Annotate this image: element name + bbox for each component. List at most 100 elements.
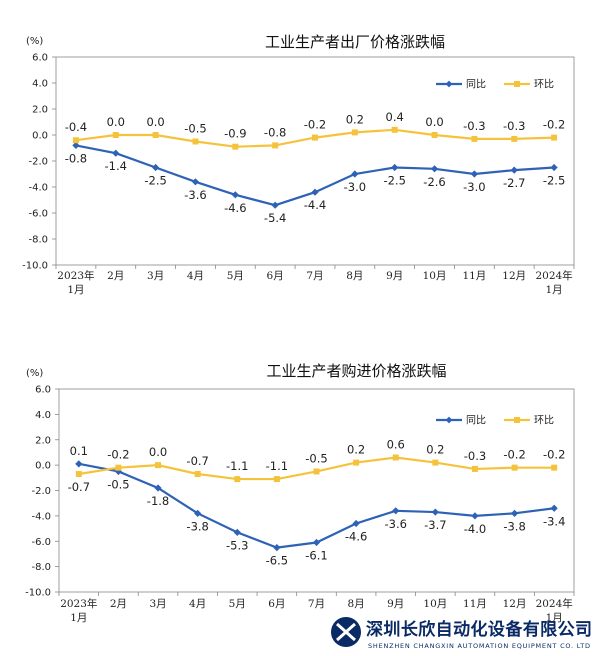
y-unit-label: (%) bbox=[26, 36, 43, 47]
legend: 同比 环比 bbox=[436, 415, 554, 427]
x-tick-label: 2月 bbox=[107, 270, 124, 282]
y-tick-label: 4.0 bbox=[35, 410, 51, 421]
data-label-yoy: -3.6 bbox=[184, 188, 206, 202]
data-label-mom: 0.0 bbox=[425, 115, 443, 129]
data-point-mom bbox=[471, 135, 478, 142]
x-tick-label: 12月 bbox=[502, 270, 526, 282]
data-point-yoy bbox=[391, 163, 399, 172]
data-point-yoy bbox=[550, 163, 558, 172]
data-label-mom: 0.2 bbox=[346, 112, 364, 126]
x-tick-label-line: 2023年 bbox=[57, 269, 94, 282]
x-tick-label-line: 3月 bbox=[147, 270, 164, 282]
data-point-mom bbox=[152, 132, 159, 138]
data-point-yoy bbox=[112, 149, 120, 157]
y-tick-label: -8.0 bbox=[31, 562, 51, 573]
y-tick-label: -2.0 bbox=[31, 486, 51, 497]
data-point-mom bbox=[551, 134, 558, 141]
y-tick-label: 2.0 bbox=[35, 435, 51, 446]
chart-2: 工业生产者购进价格涨跌幅 (%) 6.0 4.0 2.0 0.0 -2.0 -4.0 -6.0 -… bbox=[25, 362, 575, 624]
x-tick-label: 2024年 1月 bbox=[535, 269, 572, 296]
data-point-mom bbox=[155, 462, 162, 469]
data-point-mom bbox=[511, 135, 518, 142]
x-tick-label-line: 9月 bbox=[386, 270, 403, 282]
data-point-yoy bbox=[72, 141, 80, 149]
chart-title: 工业生产者购进价格涨跌幅 bbox=[266, 362, 446, 380]
y-tick-label: -4.0 bbox=[31, 511, 51, 522]
x-tick-label: 11月 bbox=[462, 270, 486, 282]
data-label-yoy: -6.1 bbox=[305, 549, 327, 563]
y-tick-label: 4.0 bbox=[32, 79, 48, 90]
x-tick-label: 3月 bbox=[147, 270, 164, 282]
x-tick-label: 4月 bbox=[187, 270, 204, 282]
x-tick-label-line: 2023年 bbox=[60, 597, 97, 610]
x-tick-label-line: 1月 bbox=[546, 612, 563, 624]
data-label-yoy: -6.5 bbox=[266, 554, 288, 568]
y-tick-label: 6.0 bbox=[32, 53, 48, 64]
x-tick-label-line: 4月 bbox=[189, 598, 206, 610]
data-label-yoy: -3.8 bbox=[503, 519, 525, 533]
x-tick-label-line: 11月 bbox=[463, 598, 487, 610]
x-tick-label: 6月 bbox=[268, 598, 285, 610]
x-tick-label-line: 11月 bbox=[462, 270, 486, 282]
data-point-yoy bbox=[271, 201, 279, 209]
data-label-yoy: -3.0 bbox=[344, 180, 366, 194]
company-name-cn: 深圳长欣自动化设备有限公司 bbox=[366, 619, 592, 640]
y-tick-label: 0.0 bbox=[32, 131, 48, 142]
data-point-yoy bbox=[311, 188, 319, 196]
data-point-mom bbox=[272, 142, 279, 149]
x-tick-label-line: 8月 bbox=[348, 598, 365, 610]
x-tick-label-line: 6月 bbox=[268, 598, 285, 610]
x-tick-label-line: 5月 bbox=[229, 598, 246, 610]
data-point-mom bbox=[112, 132, 119, 138]
x-tick-label-line: 1月 bbox=[545, 284, 562, 296]
data-point-mom bbox=[353, 459, 360, 466]
data-point-mom bbox=[194, 471, 201, 478]
x-tick-label-line: 2月 bbox=[107, 270, 124, 282]
x-tick-label: 9月 bbox=[386, 270, 403, 282]
data-label-yoy: -4.6 bbox=[224, 201, 246, 215]
x-tick-label-line: 2024年 bbox=[535, 269, 572, 282]
y-tick-label: -10.0 bbox=[25, 588, 51, 599]
plot-frame bbox=[55, 56, 575, 266]
data-label-mom: -0.3 bbox=[463, 119, 485, 133]
x-tick-label: 12月 bbox=[503, 598, 527, 610]
data-point-mom bbox=[432, 459, 439, 466]
data-label-mom: 0.0 bbox=[149, 445, 167, 459]
data-label-mom: 0.6 bbox=[387, 438, 405, 452]
data-point-yoy bbox=[470, 170, 478, 178]
data-label-yoy: -3.8 bbox=[186, 519, 208, 533]
data-point-yoy bbox=[352, 519, 360, 528]
legend-marker bbox=[514, 417, 520, 423]
data-label-mom: 0.2 bbox=[426, 443, 444, 457]
x-tick-label-line: 7月 bbox=[306, 270, 323, 282]
data-point-yoy bbox=[75, 460, 83, 468]
data-label-yoy: -3.6 bbox=[385, 517, 407, 531]
logo-swoosh-icon bbox=[336, 622, 356, 642]
x-tick-label: 3月 bbox=[149, 598, 166, 610]
data-label-yoy: 0.1 bbox=[70, 444, 88, 458]
data-point-mom bbox=[551, 464, 558, 471]
data-label-yoy: -4.6 bbox=[345, 529, 367, 543]
data-label-yoy: -3.4 bbox=[543, 514, 565, 528]
data-label-mom: 0.0 bbox=[146, 115, 164, 129]
y-tick-label: -10.0 bbox=[22, 261, 48, 272]
data-label-mom: -0.5 bbox=[184, 122, 206, 136]
data-point-mom bbox=[392, 454, 399, 461]
data-point-mom bbox=[72, 137, 79, 144]
data-label-mom: -1.1 bbox=[266, 459, 288, 473]
data-label-mom: -0.5 bbox=[305, 451, 327, 465]
data-label-yoy: -2.7 bbox=[503, 176, 525, 190]
x-tick-label-line: 8月 bbox=[346, 270, 363, 282]
data-point-yoy bbox=[431, 508, 439, 516]
data-label-mom: -0.2 bbox=[503, 448, 525, 462]
data-label-yoy: -2.5 bbox=[144, 174, 166, 188]
data-label-yoy: -3.0 bbox=[463, 180, 485, 194]
x-tick-label: 5月 bbox=[229, 598, 246, 610]
data-label-yoy: -5.4 bbox=[264, 211, 286, 225]
data-point-yoy bbox=[154, 484, 162, 492]
y-tick-label: -8.0 bbox=[28, 235, 48, 246]
data-point-mom bbox=[115, 464, 122, 471]
data-point-mom bbox=[232, 143, 239, 150]
data-label-yoy: -2.5 bbox=[383, 174, 405, 188]
